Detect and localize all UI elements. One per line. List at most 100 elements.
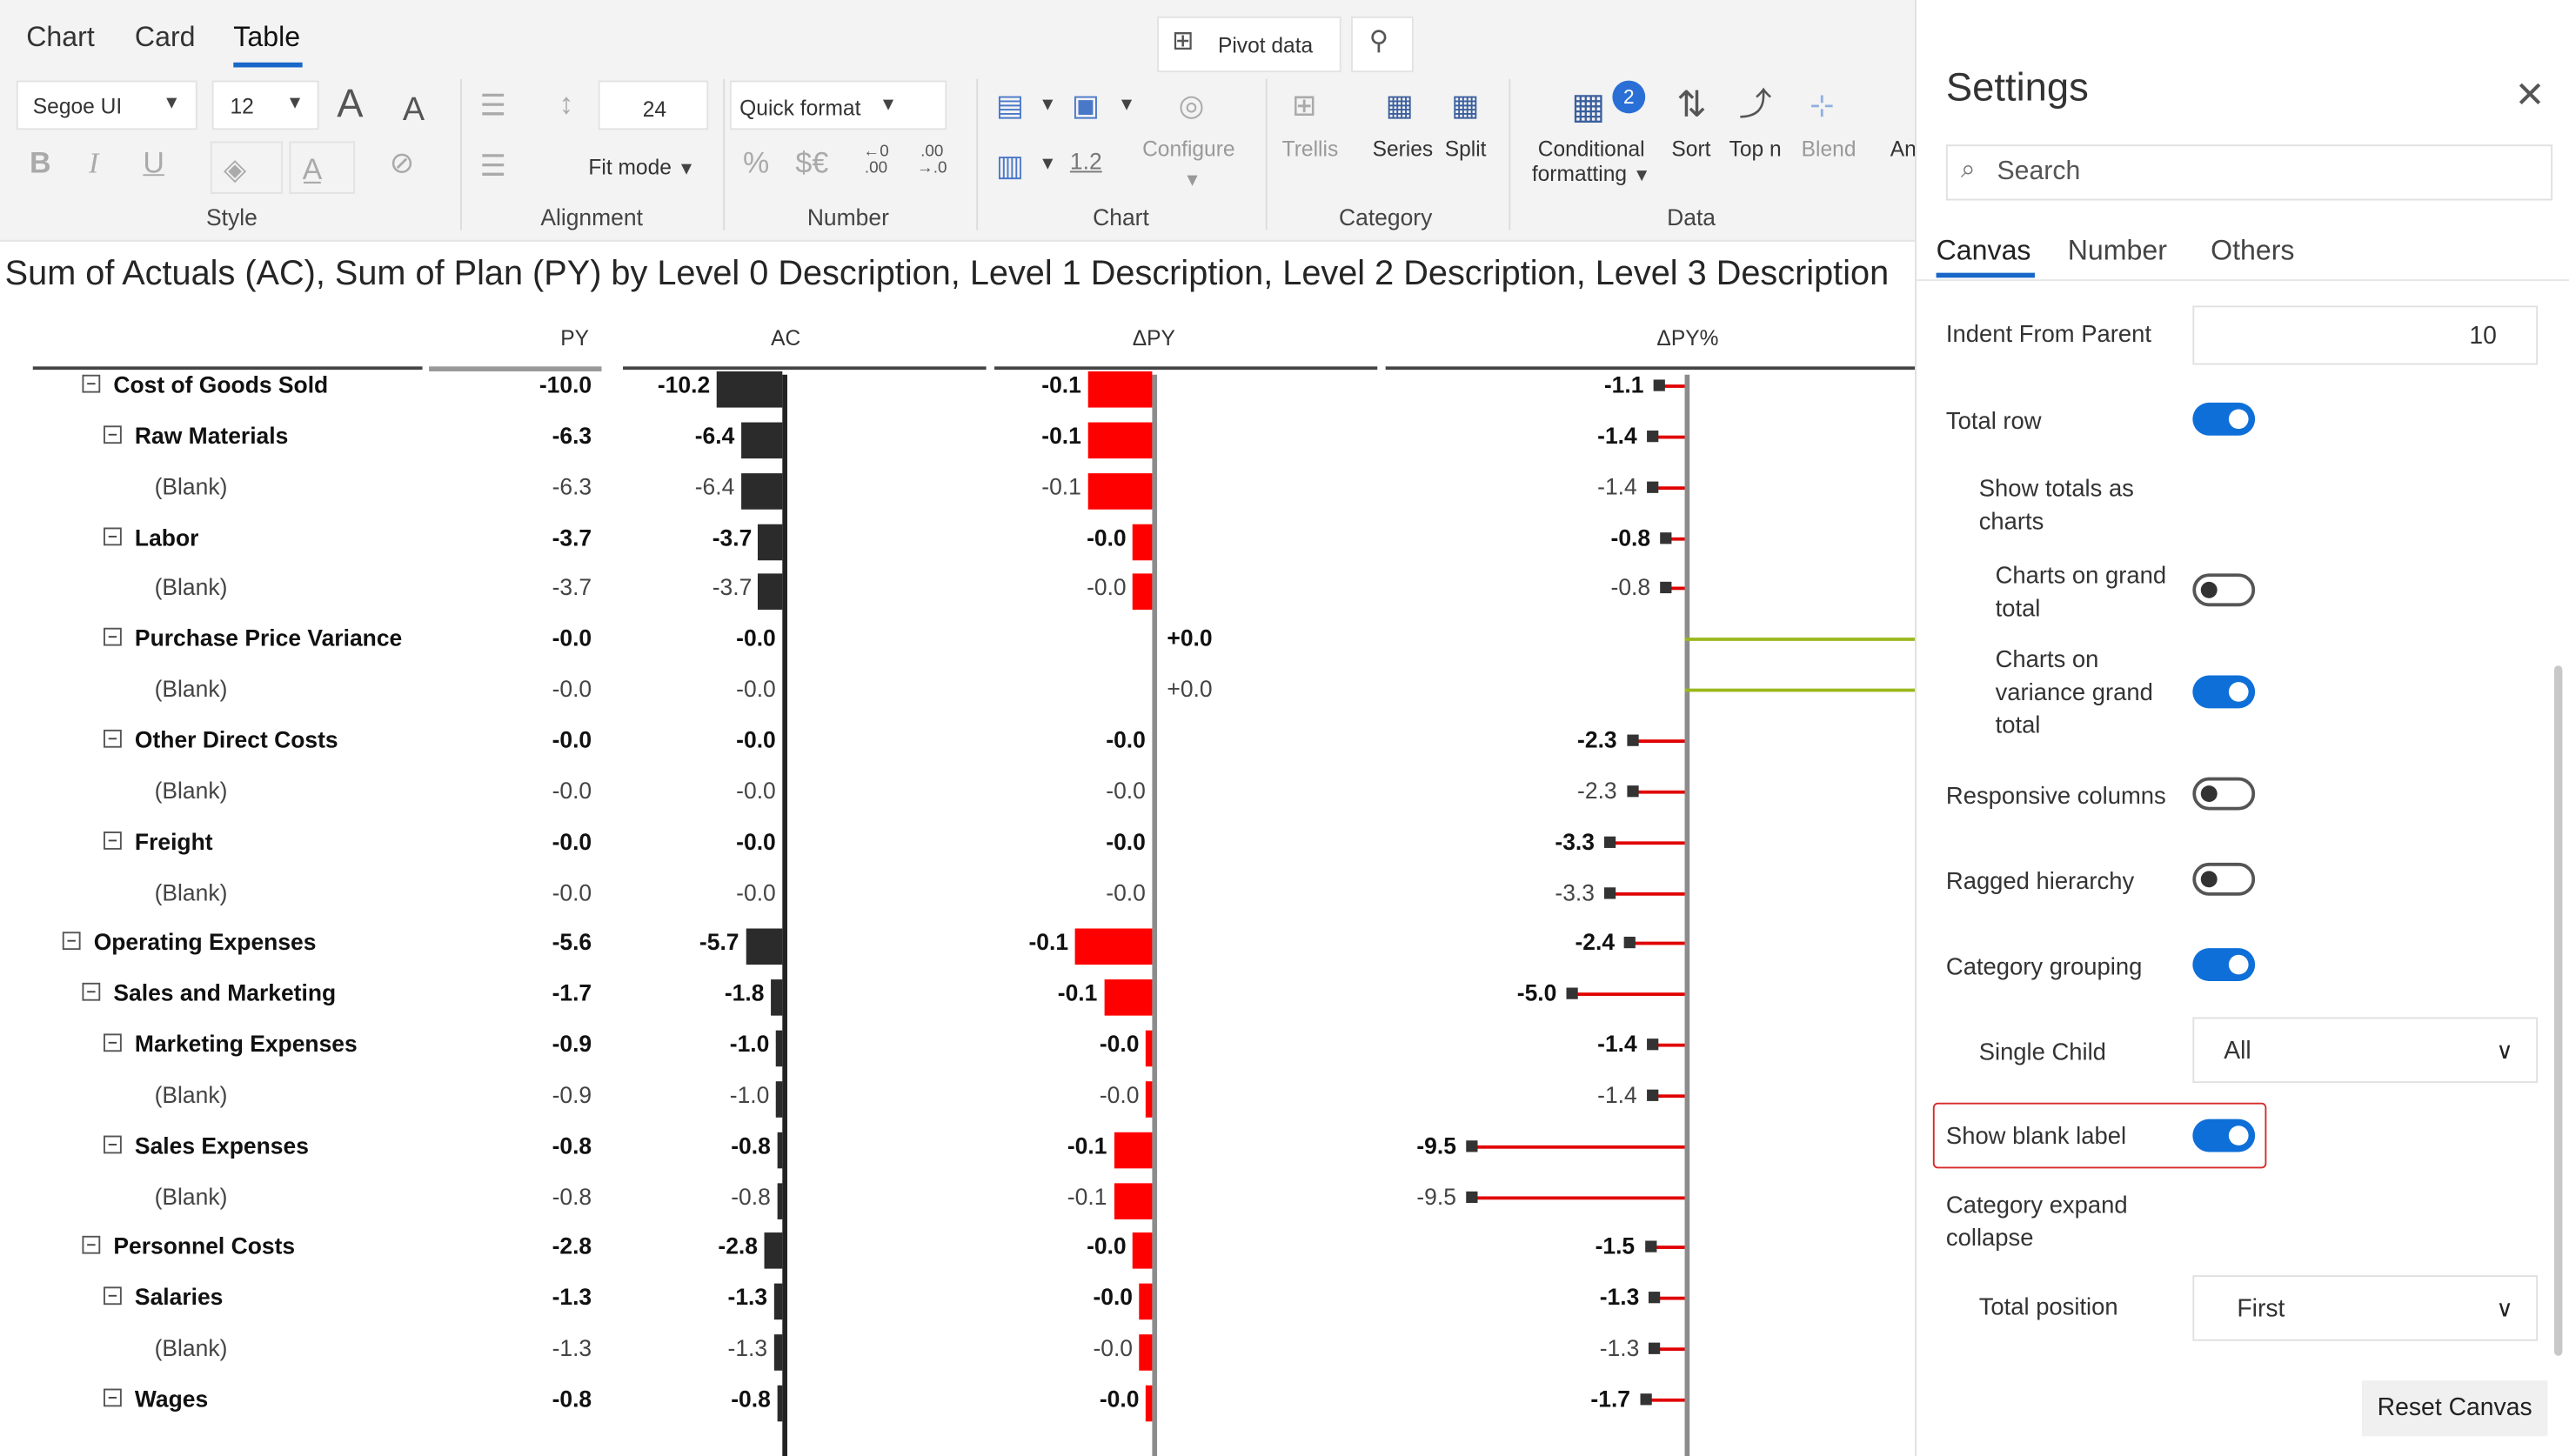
chevron-down-icon[interactable]: ▼ bbox=[1183, 170, 1201, 191]
table-row[interactable]: Cost of Goods Sold -10.0 -10.2 -0.1 -1.1 bbox=[0, 362, 1915, 413]
indent-from-parent-input[interactable]: 10 bbox=[2192, 305, 2539, 365]
charts-on-variance-grand-total-toggle[interactable] bbox=[2192, 675, 2256, 709]
line-spacing-icon[interactable]: ☰ bbox=[479, 149, 507, 183]
column-header-delta-py-percent[interactable]: ΔPY% bbox=[1656, 325, 1719, 351]
table-row[interactable]: (Blank) -0.0 -0.0 +0.0 bbox=[0, 665, 1916, 717]
fill-color-button[interactable]: ◈ bbox=[210, 141, 283, 194]
single-child-dropdown[interactable]: All ∨ bbox=[2192, 1017, 2539, 1084]
reset-canvas-button[interactable]: Reset Canvas bbox=[2361, 1380, 2548, 1437]
collapse-toggle-icon[interactable] bbox=[82, 1236, 101, 1255]
font-family-select[interactable]: Segoe UI ▼ bbox=[16, 80, 197, 130]
table-row[interactable]: Operating Expenses -5.6 -5.7 -0.1 -2.4 bbox=[0, 919, 1915, 971]
charts-on-grand-total-toggle[interactable] bbox=[2192, 573, 2256, 607]
show-blank-label-toggle[interactable] bbox=[2192, 1119, 2256, 1152]
ragged-hierarchy-toggle[interactable] bbox=[2192, 862, 2256, 896]
table-row[interactable]: (Blank) -0.0 -0.0 -0.0 -2.3 bbox=[0, 767, 1915, 818]
settings-scrollbar[interactable] bbox=[2553, 665, 2563, 1356]
table-row[interactable]: (Blank) -0.9 -1.0 -0.0 -1.4 bbox=[0, 1072, 1915, 1123]
underline-icon[interactable]: U bbox=[143, 146, 164, 179]
tab-card[interactable]: Card bbox=[134, 21, 196, 53]
table-row[interactable]: (Blank) -0.0 -0.0 -0.0 -3.3 bbox=[0, 869, 1915, 920]
series-button[interactable]: Series bbox=[1372, 136, 1434, 162]
increase-decimal-icon[interactable]: ←0.00 bbox=[858, 144, 894, 177]
table-row[interactable]: Labor -3.7 -3.7 -0.0 -0.8 bbox=[0, 514, 1915, 565]
table-row[interactable]: Wages -0.8 -0.8 -0.0 -1.7 bbox=[0, 1375, 1915, 1426]
sort-icon[interactable]: ⇅ bbox=[1676, 83, 1707, 125]
trellis-icon[interactable]: ⊞ bbox=[1291, 89, 1317, 122]
total-position-dropdown[interactable]: First ∨ bbox=[2192, 1275, 2539, 1341]
tab-canvas[interactable]: Canvas bbox=[1936, 235, 2031, 267]
table-row[interactable]: Raw Materials -6.3 -6.4 -0.1 -1.4 bbox=[0, 412, 1915, 464]
decrease-decimal-icon[interactable]: .00 →.0 bbox=[913, 144, 950, 177]
chart-layout-icon[interactable]: ▤ bbox=[995, 89, 1025, 122]
tab-number[interactable]: Number bbox=[2067, 235, 2167, 267]
horizontal-align-icon[interactable]: ☰ bbox=[479, 89, 507, 122]
trellis-button[interactable]: Trellis bbox=[1281, 136, 1339, 162]
configure-button[interactable]: Configure bbox=[1142, 136, 1235, 162]
column-header-ac[interactable]: AC bbox=[771, 325, 801, 351]
tab-others[interactable]: Others bbox=[2211, 235, 2295, 267]
table-row[interactable]: Salaries -1.3 -1.3 -0.0 -1.3 bbox=[0, 1274, 1915, 1326]
filter-button[interactable]: ⚲ bbox=[1351, 16, 1414, 73]
tab-table[interactable]: Table bbox=[233, 21, 301, 53]
table-row[interactable]: (Blank) -0.8 -0.8 -0.1 -9.5 bbox=[0, 1172, 1915, 1224]
collapse-toggle-icon[interactable] bbox=[104, 1286, 122, 1306]
column-header-delta-py[interactable]: ΔPY bbox=[1132, 325, 1175, 351]
collapse-toggle-icon[interactable] bbox=[104, 425, 122, 444]
table-row[interactable]: Freight -0.0 -0.0 -0.0 -3.3 bbox=[0, 818, 1915, 869]
responsive-columns-toggle[interactable] bbox=[2192, 777, 2256, 811]
font-grow-icon[interactable]: A bbox=[337, 82, 364, 127]
column-header-py[interactable]: PY bbox=[560, 325, 590, 351]
analytics-button[interactable]: An bbox=[1890, 136, 1917, 162]
top-n-button[interactable]: Top n bbox=[1729, 136, 1782, 162]
italic-icon[interactable]: I bbox=[89, 146, 99, 179]
chart-type-icon[interactable]: ▣ bbox=[1071, 89, 1100, 122]
close-icon[interactable]: ✕ bbox=[2514, 74, 2546, 116]
table-row[interactable]: Purchase Price Variance -0.0 -0.0 +0.0 bbox=[0, 615, 1916, 666]
pivot-data-button[interactable]: ⊞ Pivot data bbox=[1157, 16, 1341, 73]
top-n-icon[interactable]: ⤴ bbox=[1738, 87, 1772, 124]
blend-icon[interactable]: ⊹ bbox=[1810, 89, 1835, 122]
configure-icon[interactable]: ◎ bbox=[1178, 89, 1205, 122]
currency-icon[interactable]: $€ bbox=[795, 146, 829, 179]
table-row[interactable]: Personnel Costs -2.8 -2.8 -0.0 -1.5 bbox=[0, 1224, 1915, 1275]
collapse-toggle-icon[interactable] bbox=[104, 526, 122, 545]
table-row[interactable]: (Blank) -1.3 -1.3 -0.0 -1.3 bbox=[0, 1325, 1915, 1376]
table-row[interactable]: (Blank) -6.3 -6.4 -0.1 -1.4 bbox=[0, 463, 1915, 514]
collapse-toggle-icon[interactable] bbox=[104, 1135, 122, 1153]
collapse-toggle-icon[interactable] bbox=[104, 729, 122, 748]
split-icon[interactable]: ▦ bbox=[1451, 89, 1480, 122]
bold-icon[interactable]: B bbox=[30, 146, 51, 179]
conditional-formatting-icon[interactable]: ▦ bbox=[1571, 85, 1606, 127]
chevron-down-icon[interactable]: ▼ bbox=[1039, 154, 1057, 175]
collapse-toggle-icon[interactable] bbox=[82, 374, 101, 393]
hide-icon[interactable]: ⊘ bbox=[389, 146, 415, 179]
chart-options-icon[interactable]: ▥ bbox=[995, 149, 1025, 183]
split-button[interactable]: Split bbox=[1444, 136, 1487, 162]
settings-search-input[interactable]: ⌕ Search bbox=[1945, 144, 2553, 201]
fit-mode-select[interactable]: Fit mode ▼ bbox=[588, 155, 695, 179]
table-row[interactable]: Sales Expenses -0.8 -0.8 -0.1 -9.5 bbox=[0, 1122, 1915, 1173]
percent-icon[interactable]: % bbox=[742, 146, 770, 179]
collapse-toggle-icon[interactable] bbox=[104, 628, 122, 647]
font-size-select[interactable]: 12 ▼ bbox=[211, 80, 319, 130]
font-shrink-icon[interactable]: A bbox=[402, 91, 425, 129]
collapse-toggle-icon[interactable] bbox=[104, 831, 122, 850]
conditional-formatting-button[interactable]: Conditional formatting ▼ bbox=[1532, 137, 1651, 186]
collapse-toggle-icon[interactable] bbox=[62, 932, 81, 951]
total-row-toggle[interactable] bbox=[2192, 402, 2256, 436]
indent-input[interactable]: 24 bbox=[598, 80, 709, 130]
tab-chart[interactable]: Chart bbox=[26, 21, 95, 53]
category-grouping-toggle[interactable] bbox=[2192, 948, 2256, 981]
series-icon[interactable]: ▦ bbox=[1385, 89, 1414, 122]
blend-button[interactable]: Blend bbox=[1801, 136, 1857, 162]
chevron-down-icon[interactable]: ▼ bbox=[1039, 95, 1057, 116]
sort-button[interactable]: Sort bbox=[1671, 136, 1711, 162]
quick-format-select[interactable]: Quick format ▼ bbox=[729, 80, 947, 130]
chevron-down-icon[interactable]: ▼ bbox=[1117, 95, 1136, 116]
font-color-button[interactable]: A̲ bbox=[289, 141, 356, 194]
table-row[interactable]: Marketing Expenses -0.9 -1.0 -0.0 -1.4 bbox=[0, 1020, 1915, 1072]
collapse-toggle-icon[interactable] bbox=[104, 1033, 122, 1052]
table-row[interactable]: Other Direct Costs -0.0 -0.0 -0.0 -2.3 bbox=[0, 717, 1915, 768]
vertical-align-icon[interactable]: ↕ bbox=[559, 87, 574, 120]
